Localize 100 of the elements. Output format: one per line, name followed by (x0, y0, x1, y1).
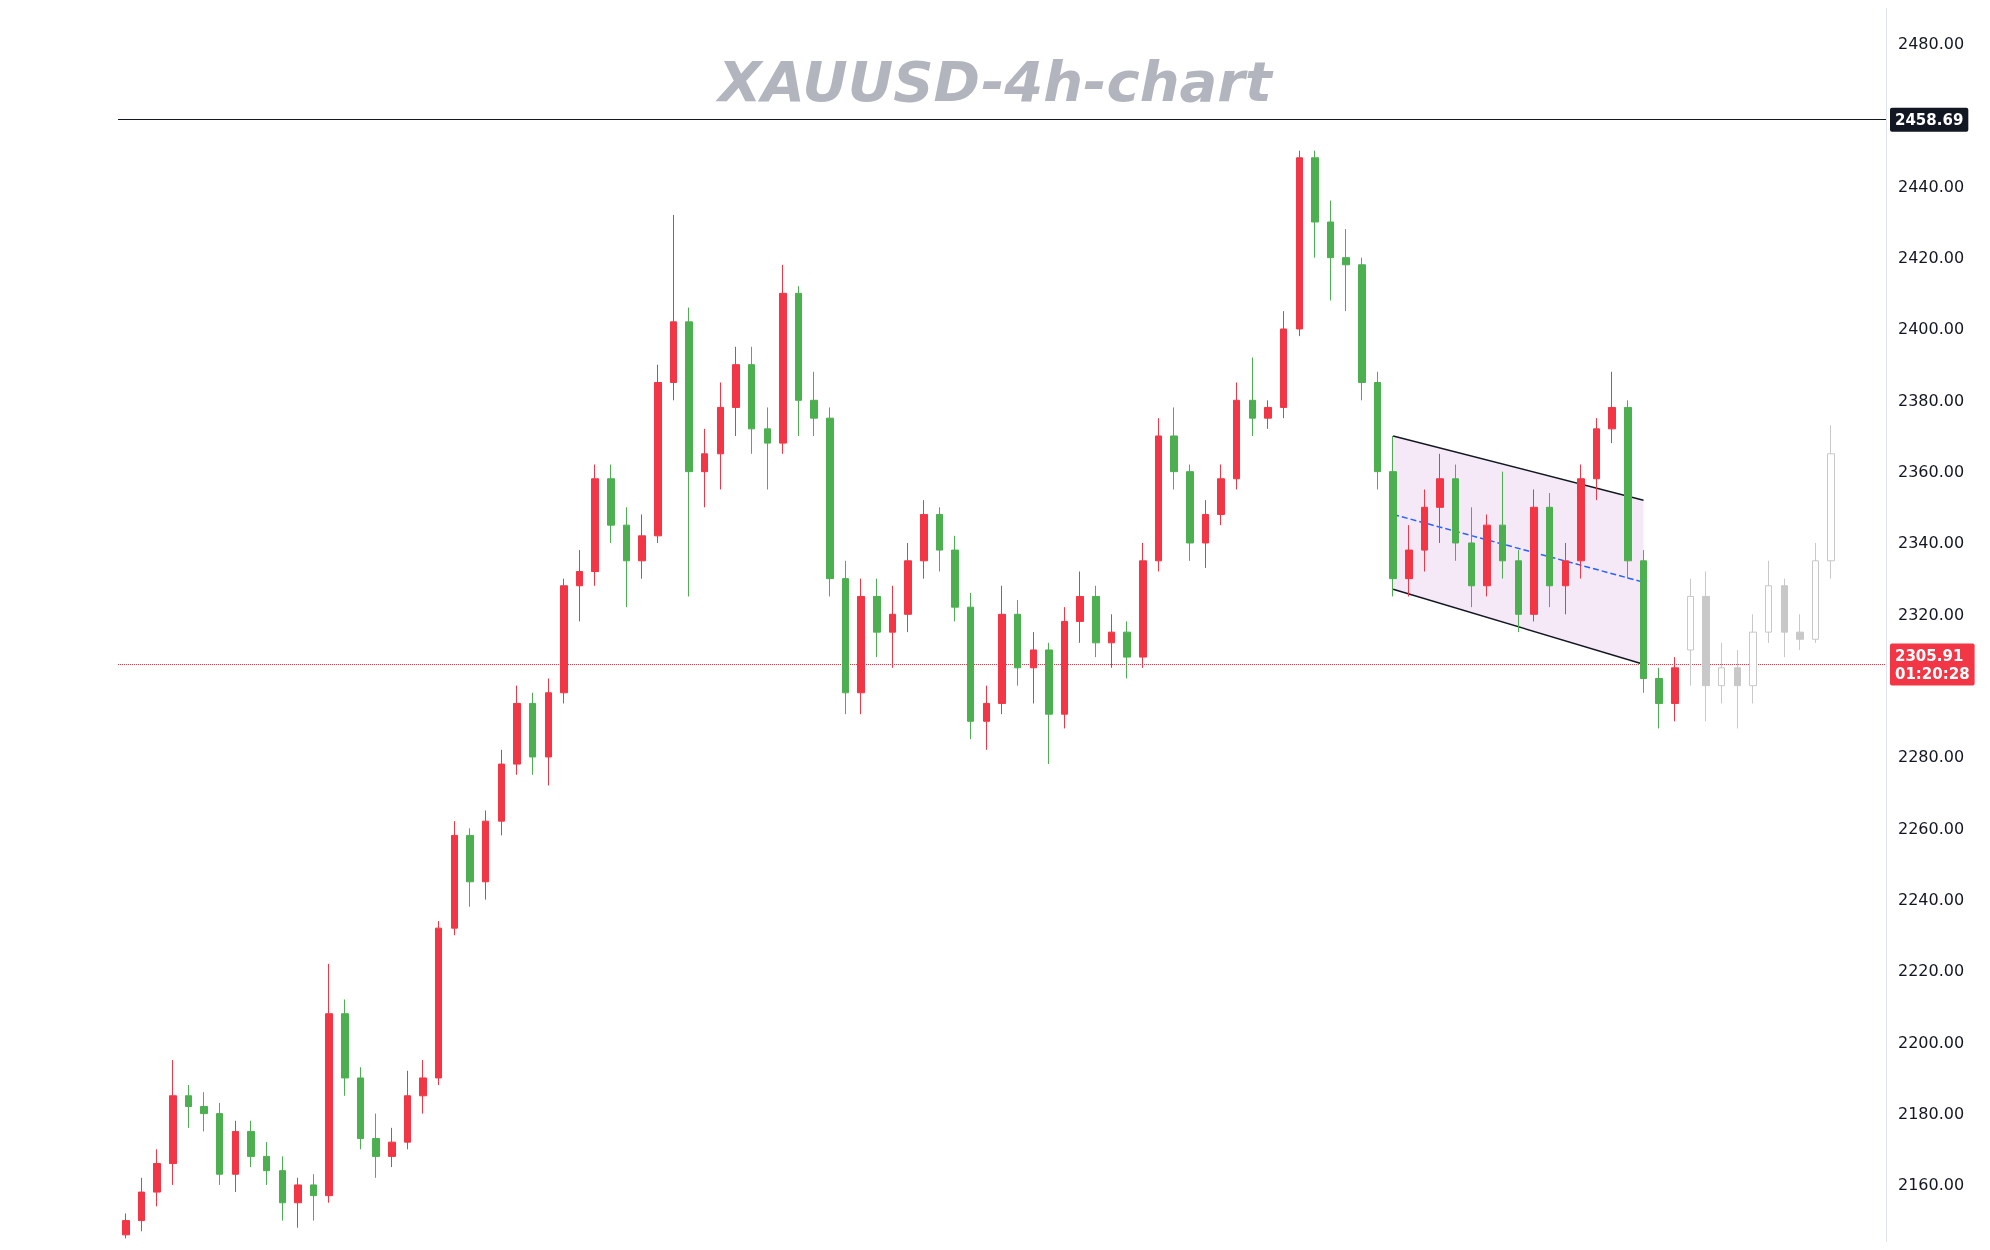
candlestick (576, 549, 583, 622)
candlestick (482, 809, 489, 901)
y-tick-label: 2260.00 (1898, 818, 1965, 838)
y-tick-label: 2380.00 (1898, 390, 1965, 410)
candlestick (1264, 399, 1272, 430)
candlestick (153, 1148, 161, 1207)
candlestick (1076, 571, 1084, 644)
candlestick (1827, 424, 1835, 580)
candlestick (936, 506, 943, 572)
candlestick (1640, 549, 1647, 694)
candlestick (1734, 649, 1741, 729)
candlestick (263, 1141, 270, 1186)
candlestick (591, 464, 599, 587)
candlestick (717, 381, 724, 490)
candlestick (1562, 542, 1569, 615)
candlestick (200, 1091, 208, 1132)
candlestick (216, 1102, 223, 1186)
candlestick (1436, 453, 1444, 544)
candlestick (1421, 488, 1428, 572)
candlestick (435, 920, 442, 1086)
candlestick (904, 542, 912, 633)
candlestick (232, 1120, 239, 1193)
candlestick (1765, 560, 1772, 644)
candlestick (138, 1177, 145, 1232)
candlestick (1280, 310, 1287, 419)
candlestick (795, 285, 802, 437)
candlestick (1499, 471, 1506, 580)
candlestick (185, 1084, 192, 1129)
candlestick (372, 1113, 380, 1179)
candlestick (842, 560, 849, 715)
candlestick (294, 1177, 302, 1229)
candlestick (1687, 578, 1694, 687)
candlestick (1311, 150, 1319, 259)
text: XAUUSD-4h-chart (715, 48, 1274, 114)
candlestick (748, 346, 755, 455)
candlestick (670, 214, 677, 401)
candlestick (1170, 406, 1178, 490)
candlestick (169, 1059, 177, 1186)
candlestick (654, 364, 662, 544)
y-tick-label: 2280.00 (1898, 747, 1965, 767)
candlestick (279, 1155, 286, 1222)
candlestick (920, 499, 928, 580)
candlestick (1092, 585, 1100, 658)
candlestick (732, 346, 740, 437)
candlestick (1202, 499, 1209, 569)
candlestick (325, 963, 333, 1204)
candlestick (1155, 417, 1162, 572)
candlestick (701, 428, 708, 508)
candlestick (1389, 435, 1397, 597)
candlestick (122, 1212, 130, 1239)
candlestick (247, 1120, 255, 1168)
ref-line-label: 2458.69 (1895, 110, 1964, 129)
candlestick (1014, 599, 1021, 687)
candlestick (1405, 524, 1413, 597)
y-tick-label: 2320.00 (1898, 604, 1965, 624)
y-tick-label: 2220.00 (1898, 961, 1965, 981)
candlestick (1593, 417, 1600, 501)
candlestick (1796, 613, 1804, 651)
candlestick (1515, 549, 1522, 633)
candlestick (826, 406, 834, 597)
candlestick (1186, 464, 1194, 562)
candlestick (1718, 642, 1725, 704)
y-tick-label: 2400.00 (1898, 319, 1965, 339)
candlestick (1233, 381, 1240, 490)
candlestick (1296, 150, 1303, 337)
ref-line-label: 2305.91 01:20:28 (1895, 646, 1970, 683)
candlestick (1781, 578, 1788, 658)
candlestick (388, 1127, 396, 1168)
candlestick (623, 506, 630, 608)
candlestick (1468, 506, 1475, 608)
candlestick (1812, 542, 1819, 644)
candlestick (1045, 642, 1053, 765)
candlestick (1577, 464, 1585, 580)
candlestick (1217, 464, 1225, 526)
candlestick (1327, 200, 1334, 301)
candlestick (513, 685, 521, 776)
candlestick (967, 592, 974, 740)
candlestick (1530, 488, 1538, 622)
y-tick-label: 2340.00 (1898, 533, 1965, 553)
candlestick (810, 371, 818, 437)
candlestick (983, 685, 990, 751)
candlestick (951, 535, 959, 622)
candlestick (1483, 513, 1491, 597)
candlestick (1123, 620, 1131, 679)
y-tick-label: 2420.00 (1898, 248, 1965, 268)
y-tick-label: 2240.00 (1898, 890, 1965, 910)
candlestick (466, 827, 474, 908)
candlestick (1608, 371, 1616, 444)
y-tick-label: 2480.00 (1898, 34, 1965, 54)
candlestick (873, 578, 881, 658)
candlestick (1249, 357, 1256, 437)
candlestick (545, 678, 552, 786)
candlestick (341, 998, 349, 1097)
candlestick (357, 1066, 364, 1150)
y-tick-label: 2360.00 (1898, 462, 1965, 482)
y-tick-label: 2180.00 (1898, 1104, 1965, 1124)
candlestick (1546, 492, 1553, 608)
candlestick (1358, 257, 1366, 401)
candlestick (1374, 371, 1381, 490)
candlestick (1749, 613, 1757, 704)
